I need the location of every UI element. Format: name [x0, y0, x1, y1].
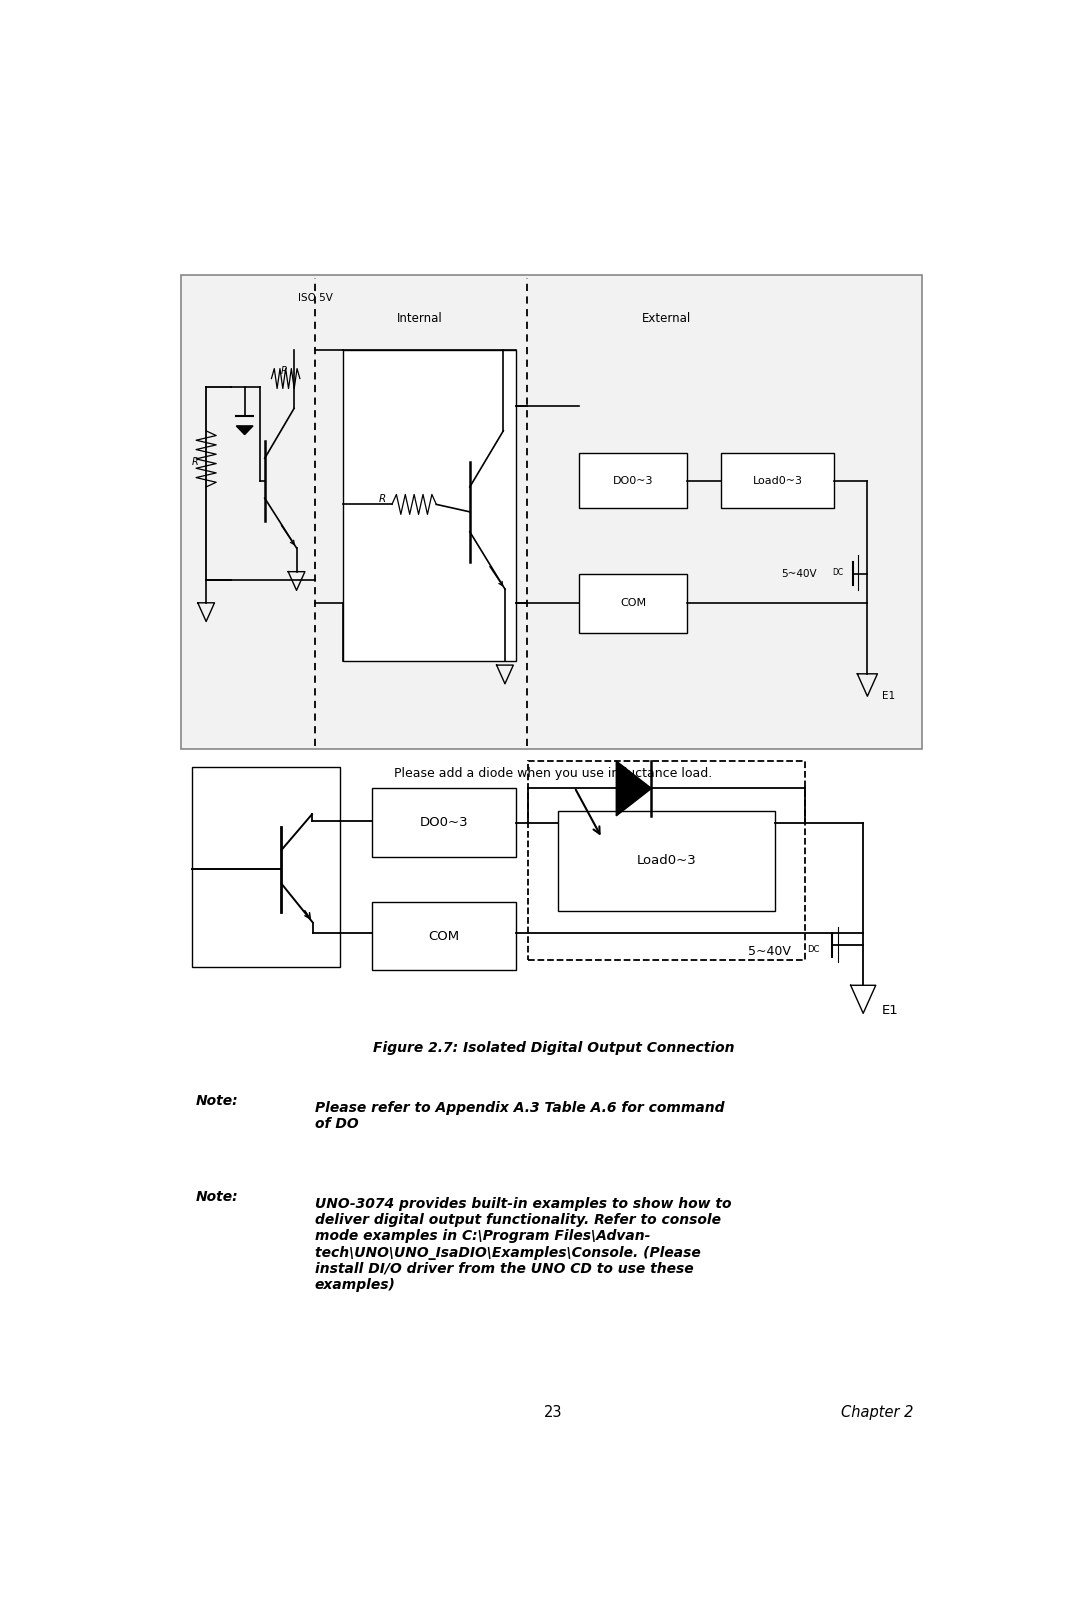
- Text: ISO 5V: ISO 5V: [298, 293, 333, 303]
- Bar: [721, 453, 834, 508]
- Bar: [579, 574, 688, 633]
- Text: Figure 2.7: Isolated Digital Output Connection: Figure 2.7: Isolated Digital Output Conn…: [373, 1040, 734, 1055]
- Text: DO0~3: DO0~3: [612, 476, 653, 485]
- Text: COM: COM: [620, 599, 646, 608]
- Text: DC: DC: [807, 945, 820, 955]
- Text: External: External: [642, 312, 691, 325]
- Bar: [342, 349, 516, 662]
- Text: Please refer to Appendix A.3 Table A.6 for command
of DO: Please refer to Appendix A.3 Table A.6 f…: [315, 1102, 725, 1131]
- Bar: [181, 275, 921, 749]
- Text: DC: DC: [833, 568, 843, 576]
- Bar: [579, 453, 688, 508]
- Text: 5~40V: 5~40V: [747, 945, 791, 958]
- Text: 23: 23: [544, 1404, 563, 1421]
- Text: E1: E1: [882, 691, 895, 701]
- Polygon shape: [237, 426, 253, 435]
- Text: Load0~3: Load0~3: [753, 476, 802, 485]
- Bar: [372, 901, 516, 971]
- Polygon shape: [617, 760, 651, 815]
- Text: Note:: Note:: [195, 1191, 238, 1204]
- Text: R: R: [281, 366, 287, 375]
- Text: Load0~3: Load0~3: [636, 854, 697, 867]
- Text: E1: E1: [881, 1003, 899, 1016]
- Bar: [528, 760, 805, 961]
- Text: COM: COM: [429, 930, 459, 943]
- Text: Chapter 2: Chapter 2: [841, 1404, 914, 1421]
- Text: R: R: [192, 456, 199, 468]
- Text: DO0~3: DO0~3: [419, 815, 468, 828]
- Text: R: R: [378, 495, 386, 505]
- Text: Please add a diode when you use inductance load.: Please add a diode when you use inductan…: [394, 767, 713, 780]
- Bar: [557, 811, 775, 911]
- Text: Note:: Note:: [195, 1094, 238, 1108]
- Text: UNO-3074 provides built-in examples to show how to
deliver digital output functi: UNO-3074 provides built-in examples to s…: [315, 1197, 731, 1293]
- Bar: [372, 788, 516, 858]
- Text: Internal: Internal: [396, 312, 443, 325]
- Text: 5~40V: 5~40V: [781, 570, 816, 579]
- Bar: [192, 767, 340, 966]
